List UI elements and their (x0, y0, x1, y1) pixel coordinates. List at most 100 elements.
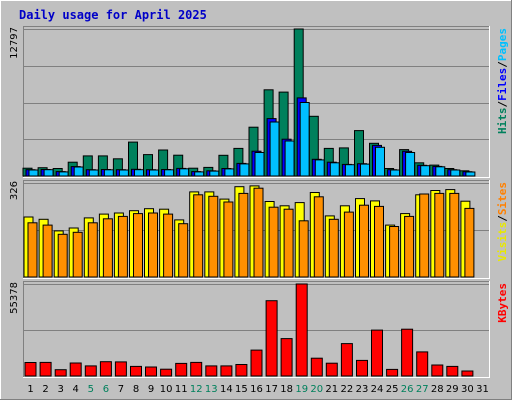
chart-title: Daily usage for April 2025 (19, 8, 207, 22)
day-label: 20 (310, 384, 323, 395)
bar-sites-day-22 (343, 211, 354, 278)
bar-pages-day-15 (239, 163, 250, 177)
bar-sites-day-26 (404, 215, 415, 278)
day-label: 18 (280, 384, 293, 395)
legend-entry: Pages (496, 28, 509, 61)
bar-sites-day-8 (133, 213, 143, 278)
bar-pages-day-26 (405, 152, 416, 177)
day-label: 15 (235, 384, 248, 395)
bar-kbytes-day-19 (295, 283, 308, 377)
legend-entry: / (496, 215, 509, 222)
bar-kbytes-day-11 (175, 362, 188, 377)
day-label: 4 (73, 384, 79, 395)
bar-sites-day-1 (27, 222, 38, 278)
bar-pages-day-18 (284, 140, 295, 177)
bar-sites-day-3 (57, 233, 68, 278)
day-label: 29 (446, 384, 459, 395)
day-label: 24 (371, 384, 384, 395)
legend-entry: Hits (496, 108, 509, 135)
bar-pages-day-30 (465, 171, 476, 177)
bar-sites-day-18 (283, 208, 294, 278)
bar-kbytes-day-23 (356, 359, 368, 377)
bar-sites-day-7 (117, 215, 128, 278)
bar-sites-day-5 (87, 222, 98, 278)
bar-pages-day-16 (254, 152, 265, 177)
bar-pages-day-25 (390, 169, 401, 177)
bar-pages-day-17 (269, 121, 280, 177)
bar-pages-day-20 (314, 159, 325, 177)
day-label: 3 (58, 384, 64, 395)
bar-kbytes-day-6 (99, 361, 112, 377)
day-label: 19 (295, 384, 308, 395)
day-label: 14 (220, 384, 233, 395)
day-label: 27 (416, 384, 429, 395)
day-label: 23 (356, 384, 369, 395)
bar-sites-day-24 (374, 205, 384, 278)
bar-sites-day-13 (208, 195, 219, 278)
bar-kbytes-day-24 (371, 329, 383, 377)
panel-visits-sites: 326 Visits/Sites (9, 180, 509, 279)
day-label: 25 (386, 384, 399, 395)
bar-kbytes-day-26 (401, 328, 414, 377)
day-label: 21 (325, 384, 338, 395)
bar-sites-day-10 (163, 213, 174, 278)
bar-pages-day-9 (149, 169, 159, 177)
bar-kbytes-day-30 (461, 370, 474, 377)
chart-panels: 12797Hits/Files/Pages326Visits/Sites5537… (9, 26, 509, 378)
bar-kbytes-day-5 (84, 365, 97, 377)
bar-sites-day-9 (148, 212, 158, 278)
bar-kbytes-day-29 (446, 365, 459, 377)
bar-kbytes-day-17 (265, 300, 278, 377)
bar-sites-day-12 (193, 194, 204, 278)
bar-sites-day-19 (298, 220, 309, 278)
bar-sites-day-15 (238, 192, 249, 278)
day-label: 31 (476, 384, 489, 395)
bar-pages-day-24 (375, 146, 385, 177)
bar-kbytes-day-14 (220, 365, 233, 377)
legend-entry: Visits (496, 222, 509, 262)
bar-pages-day-11 (179, 168, 190, 177)
day-label: 22 (341, 384, 354, 395)
bar-pages-day-4 (73, 166, 84, 177)
bar-pages-day-22 (344, 164, 355, 177)
bar-sites-day-27 (419, 193, 430, 278)
day-label: 16 (250, 384, 263, 395)
bar-sites-day-17 (268, 206, 279, 278)
bar-sites-day-23 (359, 204, 369, 278)
bar-kbytes-day-8 (130, 365, 142, 377)
bar-pages-day-1 (28, 169, 39, 177)
series-legend: Hits/Files/Pages (496, 28, 509, 134)
day-label: 11 (175, 384, 188, 395)
bar-sites-day-6 (102, 218, 113, 278)
bar-pages-day-21 (329, 162, 340, 177)
bar-sites-day-29 (449, 192, 460, 278)
day-label: 5 (88, 384, 94, 395)
bar-sites-day-21 (328, 218, 339, 278)
bar-kbytes-day-13 (205, 365, 218, 377)
day-label: 30 (461, 384, 474, 395)
bar-kbytes-day-16 (250, 349, 263, 377)
bar-pages-day-19 (299, 102, 310, 177)
bar-sites-day-20 (313, 196, 324, 278)
day-label: 26 (401, 384, 414, 395)
day-label: 7 (118, 384, 124, 395)
bar-kbytes-day-2 (39, 361, 52, 377)
bar-kbytes-day-21 (325, 362, 338, 377)
day-label: 17 (265, 384, 278, 395)
bar-pages-day-7 (118, 169, 129, 177)
bar-pages-day-12 (194, 171, 205, 177)
legend-entry: Files (496, 68, 509, 101)
series-legend: KBytes (496, 283, 509, 323)
legend-entry: / (496, 61, 509, 68)
y-max-label: 12797 (9, 27, 20, 59)
legend-entry: KBytes (496, 283, 509, 323)
series-legend: Visits/Sites (496, 182, 509, 262)
bar-kbytes-day-27 (416, 351, 429, 377)
bar-kbytes-day-4 (69, 362, 82, 377)
y-max-label: 55378 (9, 282, 20, 314)
legend-entry: Sites (496, 182, 509, 215)
bars-hits-files-pages (22, 28, 476, 177)
day-label: 13 (205, 384, 218, 395)
bar-pages-day-23 (360, 163, 370, 177)
bar-pages-day-13 (209, 170, 220, 177)
